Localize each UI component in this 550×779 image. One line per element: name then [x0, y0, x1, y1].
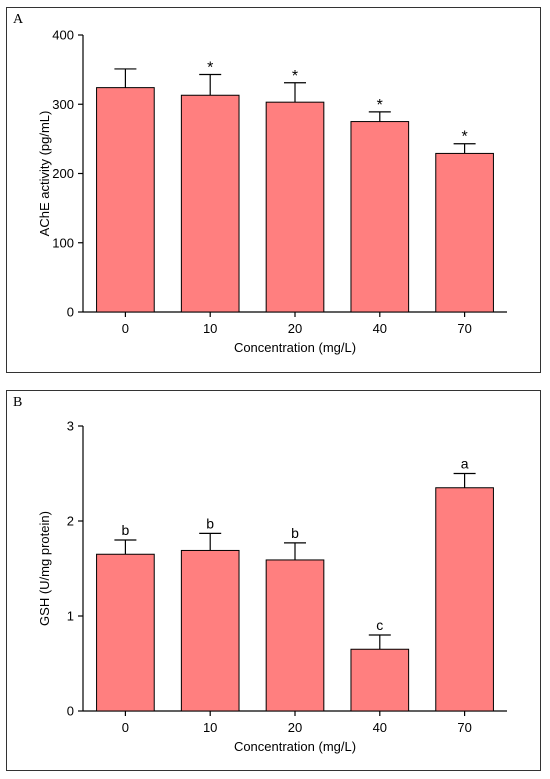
significance-label: *	[377, 97, 383, 114]
x-tick-label: 40	[373, 321, 387, 336]
y-tick-label: 1	[67, 609, 74, 624]
x-tick-label: 0	[122, 321, 129, 336]
y-axis-label: AChE activity (pg/mL)	[37, 111, 52, 237]
bar	[96, 553, 155, 712]
chart-panel-b: B 0 1 2 3 b 0 b 10 b 20 c 40 a 70 Concentration (mg/L)…	[6, 390, 541, 771]
bar	[180, 549, 240, 712]
y-tick-label: 400	[52, 28, 74, 43]
x-tick-label: 20	[288, 720, 302, 735]
x-tick-label: 70	[457, 720, 471, 735]
significance-label: b	[206, 515, 214, 531]
x-tick-label: 20	[288, 321, 302, 336]
significance-label: c	[376, 617, 383, 633]
bar	[265, 101, 325, 313]
y-tick-label: 100	[52, 235, 74, 250]
bar	[265, 559, 325, 712]
chart-panel-a: A 0 100 200 300 400 0 * 10 * 20 * 40 * 70 Concentratio…	[6, 7, 541, 373]
panel-label-a: A	[13, 12, 24, 27]
bar	[180, 94, 240, 313]
y-tick-label: 200	[52, 166, 74, 181]
y-tick-label: 0	[67, 704, 74, 719]
x-axis-label: Concentration (mg/L)	[234, 340, 356, 355]
y-tick-label: 300	[52, 97, 74, 112]
x-tick-label: 10	[203, 321, 217, 336]
x-tick-label: 70	[457, 321, 471, 336]
significance-label: b	[122, 522, 130, 538]
significance-label: *	[292, 68, 298, 85]
panel-label-b: B	[13, 395, 23, 410]
y-tick-label: 2	[67, 514, 74, 529]
y-tick-label: 3	[67, 419, 74, 434]
significance-label: a	[461, 456, 469, 472]
bar	[96, 87, 155, 313]
significance-label: *	[461, 129, 467, 146]
x-tick-label: 0	[122, 720, 129, 735]
ache-bar-chart: 0 100 200 300 400 0 * 10 * 20 * 40 * 70 Concentration …	[37, 28, 507, 355]
bar	[350, 648, 410, 712]
significance-label: b	[291, 525, 299, 541]
significance-label: *	[207, 59, 213, 76]
y-tick-label: 0	[67, 305, 74, 320]
bar	[350, 121, 410, 313]
bar	[435, 152, 494, 313]
x-tick-label: 10	[203, 720, 217, 735]
x-axis-label: Concentration (mg/L)	[234, 739, 356, 754]
x-tick-label: 40	[373, 720, 387, 735]
gsh-bar-chart: 0 1 2 3 b 0 b 10 b 20 c 40 a 70 Concentration (mg/L) GS…	[37, 419, 507, 754]
bar	[435, 487, 494, 712]
y-axis-label: GSH (U/mg protein)	[37, 511, 52, 626]
